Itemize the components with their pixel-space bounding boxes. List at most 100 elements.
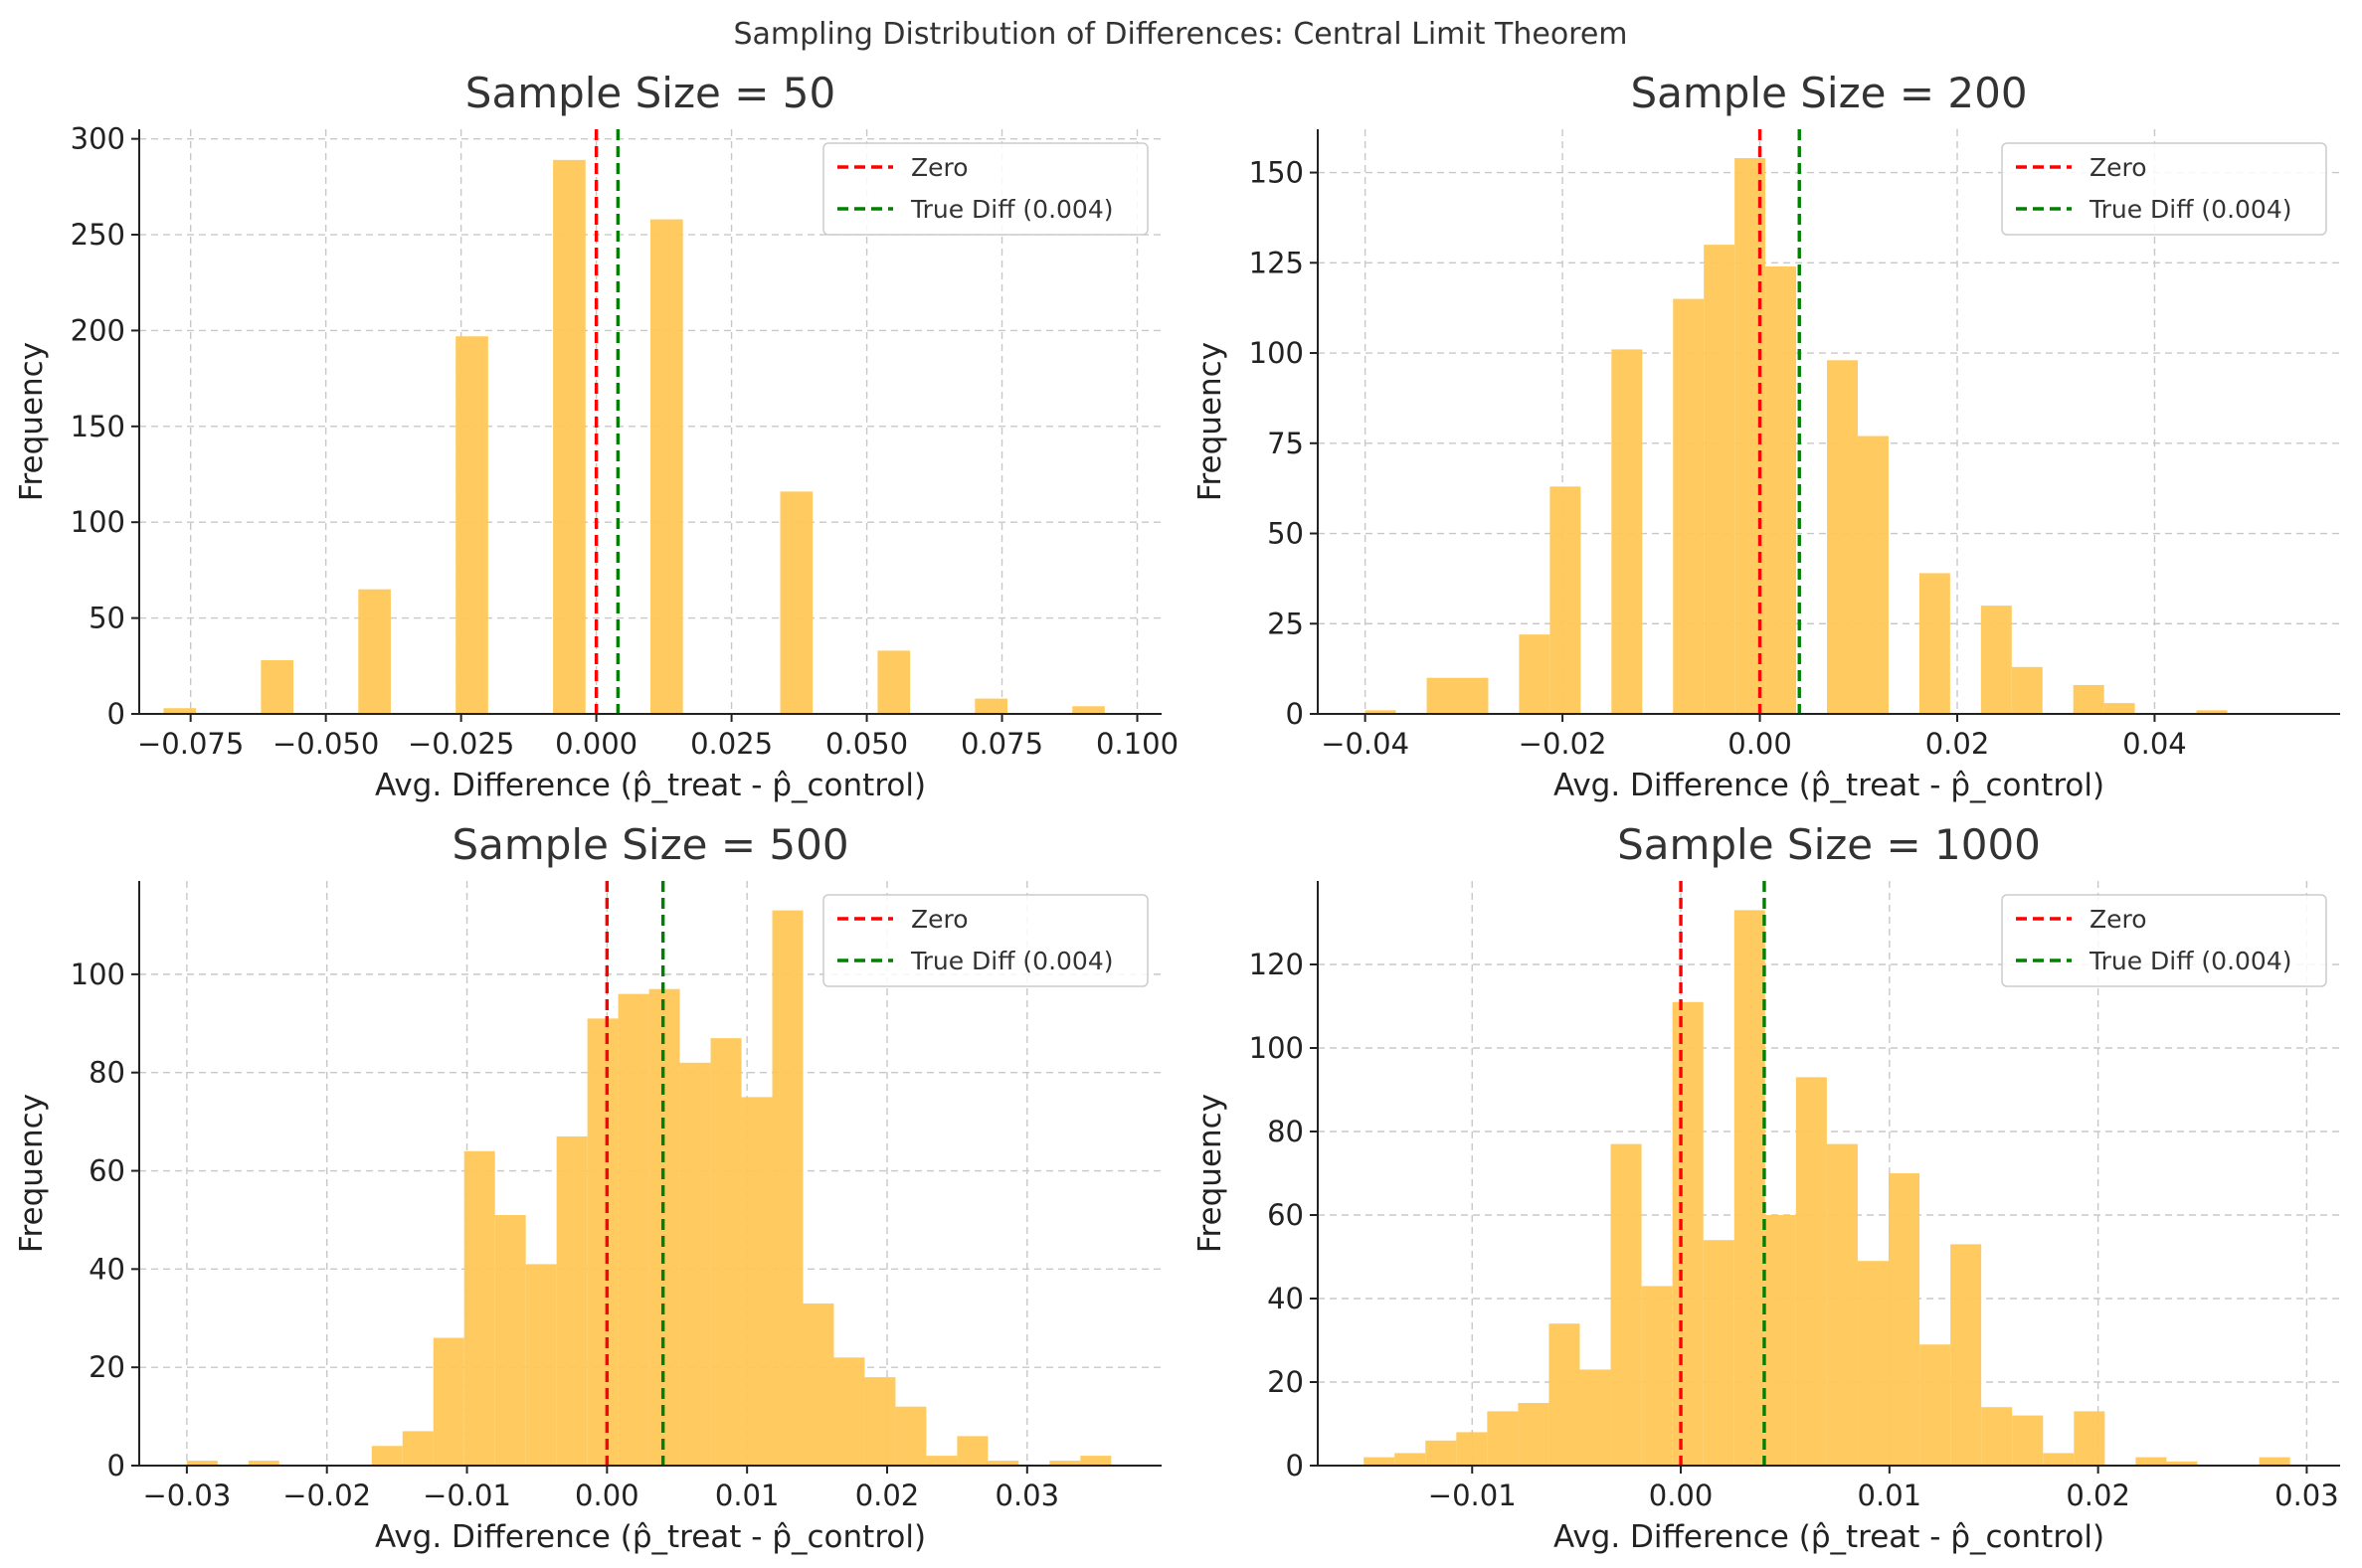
legend-entry-label: True Diff (0.004) [910, 195, 1114, 224]
y-tick-label: 75 [1267, 427, 1304, 460]
y-tick-label: 40 [1267, 1282, 1304, 1315]
histogram-bar [1889, 1173, 1920, 1466]
histogram-bar [2196, 710, 2228, 714]
histogram-bar [1795, 1077, 1827, 1466]
histogram-bar [371, 1446, 403, 1466]
histogram-bar [1579, 1369, 1611, 1466]
y-tick-label: 80 [89, 1056, 125, 1090]
histogram-bar [926, 1456, 958, 1466]
histogram-bar [1672, 1001, 1704, 1466]
histogram-bar [1857, 436, 1889, 714]
histogram-bar [402, 1431, 434, 1466]
panel-title: Sample Size = 200 [1630, 69, 2027, 117]
x-tick-label: 0.02 [2066, 1479, 2130, 1512]
histogram-bars [1363, 910, 2290, 1466]
histogram-bar [433, 1337, 464, 1466]
histogram-bar [833, 1357, 865, 1466]
histogram-bar [463, 1150, 495, 1466]
panel-title: Sample Size = 1000 [1617, 820, 2041, 869]
x-tick-label: −0.01 [1428, 1479, 1517, 1512]
histogram-bar [741, 1097, 773, 1466]
histogram-bar [1641, 1286, 1673, 1466]
legend: Zero True Diff (0.004) [822, 894, 1149, 987]
histogram-bar [358, 589, 391, 714]
x-tick-label: 0.00 [1649, 1479, 1714, 1512]
histogram-bar [1394, 1453, 1426, 1466]
histogram-bar [1049, 1461, 1081, 1466]
y-tick-label: 80 [1267, 1115, 1304, 1148]
histogram-bar [1363, 1457, 1395, 1466]
legend-entry-label: Zero [911, 905, 969, 934]
histogram-bar [1519, 634, 1550, 714]
y-tick-label: 100 [71, 958, 125, 991]
histogram-bar [1518, 1403, 1549, 1466]
histogram-bar [1425, 1440, 1457, 1466]
histogram-bar [650, 219, 683, 714]
y-tick-label: 20 [89, 1350, 125, 1384]
histogram-bar [1857, 1261, 1890, 1466]
histogram-bar [2259, 1457, 2290, 1466]
histogram-bar [1611, 349, 1643, 714]
x-tick-label: 0.100 [1096, 727, 1179, 761]
x-tick-label: −0.01 [423, 1479, 511, 1512]
x-tick-label: 0.000 [555, 727, 637, 761]
y-tick-label: 120 [1249, 948, 1304, 981]
y-axis-label: Frequency [14, 1094, 50, 1253]
y-tick-label: 200 [71, 313, 125, 347]
x-tick-label: 0.025 [690, 727, 773, 761]
histogram-bar [957, 1436, 989, 1466]
legend-box [822, 142, 1149, 236]
y-tick-label: 150 [71, 410, 125, 443]
x-axis-label: Avg. Difference (p̂_treat - p̂_control) [375, 768, 926, 803]
histogram-bar [2166, 1461, 2198, 1466]
x-tick-label: −0.025 [408, 727, 514, 761]
y-tick-label: 20 [1267, 1365, 1304, 1399]
y-tick-label: 25 [1267, 607, 1304, 640]
x-axis-label: Avg. Difference (p̂_treat - p̂_control) [375, 1519, 926, 1555]
histogram-bar [553, 159, 586, 715]
legend: Zero True Diff (0.004) [822, 142, 1149, 236]
histogram-bar [1456, 1432, 1488, 1466]
histogram-bar [1981, 1407, 2013, 1466]
legend-entry-label: True Diff (0.004) [910, 947, 1114, 975]
y-tick-label: 60 [89, 1154, 125, 1188]
histogram-bar [1673, 298, 1705, 714]
histogram-bar [556, 1135, 588, 1466]
panel-title: Sample Size = 50 [465, 69, 835, 117]
x-axis-label: Avg. Difference (p̂_treat - p̂_control) [1553, 768, 2104, 803]
histogram-bar [1080, 1456, 1112, 1466]
y-tick-label: 60 [1267, 1198, 1304, 1232]
x-tick-label: −0.02 [1519, 727, 1607, 761]
histogram-bar [1827, 360, 1858, 714]
histogram-bar [1764, 1215, 1796, 1466]
panel-title: Sample Size = 500 [452, 820, 848, 869]
y-tick-label: 125 [1249, 246, 1304, 279]
histogram-bar [525, 1264, 557, 1466]
histogram-bar [186, 1461, 218, 1466]
histogram-bar [895, 1406, 927, 1466]
y-tick-label: 100 [1249, 336, 1304, 370]
legend-box [2001, 142, 2327, 236]
x-tick-label: 0.00 [1727, 727, 1792, 761]
y-tick-label: 300 [71, 122, 125, 156]
chart-panel-1: −0.075 −0.050 −0.025 0.000 0.025 0.050 0.075 0.… [14, 69, 1179, 803]
histogram-bar [679, 1062, 711, 1466]
histogram-bar [1703, 1240, 1734, 1466]
histogram-bar [710, 1038, 742, 1466]
histogram-bar [1733, 910, 1765, 1466]
histogram-bar [864, 1377, 896, 1466]
x-tick-label: 0.075 [961, 727, 1043, 761]
x-tick-label: −0.03 [142, 1479, 231, 1512]
y-tick-label: 0 [107, 1449, 125, 1482]
histogram-bars [163, 159, 1105, 715]
x-tick-label: 0.03 [2274, 1479, 2339, 1512]
y-axis-label: Frequency [14, 342, 50, 501]
histogram-bar [2135, 1457, 2167, 1466]
chart-panel-2: −0.04 −0.02 0.00 0.02 0.04 0 25 50 75 100 125 150 Sa… [1192, 69, 2340, 803]
histogram-bar [1549, 486, 1581, 714]
y-axis-label: Frequency [1192, 342, 1228, 501]
x-tick-label: 0.02 [855, 1479, 920, 1512]
x-tick-label: 0.050 [825, 727, 908, 761]
histogram-bar [2011, 666, 2043, 714]
